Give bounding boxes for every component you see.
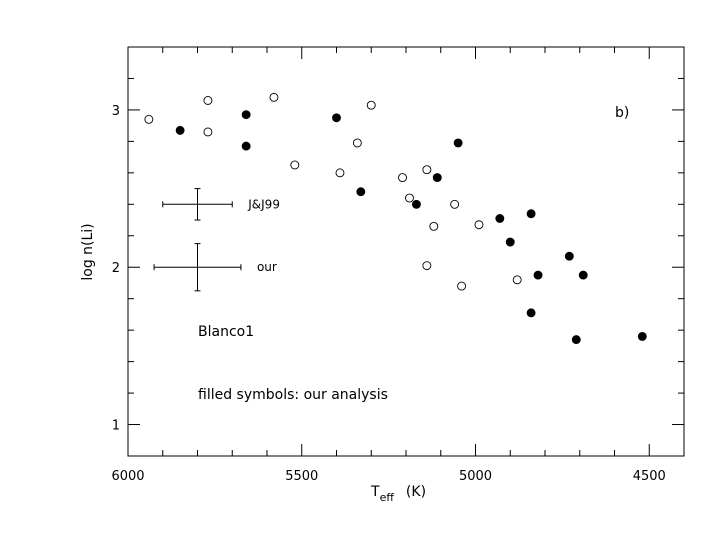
data-point-filled (356, 187, 366, 197)
data-point-open (335, 168, 345, 178)
data-point-filled (495, 214, 505, 223)
data-points (144, 92, 647, 345)
x-tick-label: 5500 (285, 469, 318, 484)
data-point-filled (578, 270, 588, 280)
x-tick-label: 4500 (633, 469, 666, 484)
data-point-open (474, 220, 484, 230)
error-bar-label: J&J99 (247, 197, 280, 211)
error-bar-label: our (257, 260, 277, 274)
error-bars: J&J99 our (153, 188, 280, 292)
data-point-filled (241, 110, 251, 120)
panel-label: b) (615, 105, 629, 121)
data-point-open (457, 281, 467, 291)
x-axis-label: Teff (K) (370, 484, 426, 504)
data-point-open (405, 193, 414, 203)
x-tick-label: 6000 (111, 469, 144, 484)
x-axis: 6000 5500 5000 4500 (111, 47, 685, 484)
data-point-open (144, 114, 154, 124)
data-point-open (352, 138, 362, 148)
data-point-open (398, 173, 407, 183)
data-point-filled (505, 237, 515, 247)
y-axis: 1 2 3 (112, 46, 684, 457)
data-point-open (203, 127, 213, 137)
data-point-open (422, 165, 432, 175)
data-point-open (450, 199, 460, 209)
data-point-filled (453, 138, 463, 148)
data-point-filled (526, 308, 536, 318)
x-axis-label-main: T (370, 484, 380, 500)
y-tick-label: 2 (112, 261, 120, 276)
y-tick-label: 1 (112, 419, 120, 434)
data-point-filled (637, 331, 647, 341)
x-axis-label-unit: (K) (406, 484, 426, 500)
y-tick-label: 3 (112, 104, 120, 119)
data-point-filled (571, 335, 581, 345)
data-point-filled (533, 270, 543, 280)
data-point-open (422, 261, 432, 271)
legend-note: filled symbols: our analysis (198, 387, 388, 403)
data-point-open (269, 92, 279, 102)
data-point-open (366, 100, 376, 110)
data-point-filled (175, 125, 185, 135)
data-point-open (512, 275, 522, 285)
data-point-filled (411, 199, 421, 209)
data-point-filled (332, 113, 341, 123)
data-point-open (203, 96, 213, 105)
data-point-filled (241, 141, 251, 151)
data-point-open (290, 160, 300, 170)
data-point-open (429, 221, 439, 231)
data-point-filled (526, 209, 536, 219)
x-axis-label-subscript: eff (380, 491, 395, 504)
data-point-filled (432, 173, 442, 183)
y-axis-label: log n(Li) (80, 223, 96, 280)
data-point-filled (564, 251, 574, 261)
x-tick-label: 5000 (459, 469, 492, 484)
cluster-label: Blanco1 (198, 324, 254, 340)
